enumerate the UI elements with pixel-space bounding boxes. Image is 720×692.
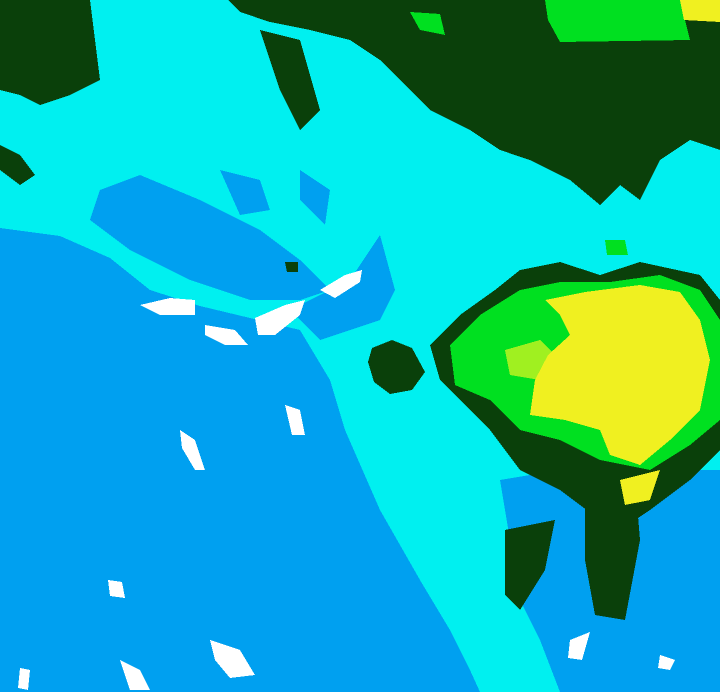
dark-green-region — [228, 0, 720, 205]
blue-region — [0, 228, 480, 692]
white-speck — [568, 632, 590, 660]
white-speck — [108, 580, 125, 598]
blue-streak — [90, 175, 330, 300]
white-speck — [320, 270, 362, 298]
white-speck — [658, 655, 675, 670]
yellow-region — [530, 285, 710, 465]
yellow-region — [680, 0, 720, 22]
green-patch — [605, 240, 628, 255]
dark-green-trail — [505, 520, 555, 610]
white-speck — [285, 405, 305, 435]
green-region — [545, 0, 690, 42]
white-speck — [18, 668, 30, 690]
blue-patch — [300, 170, 330, 225]
blue-patch — [220, 170, 270, 215]
green-region — [410, 12, 445, 35]
white-speck — [255, 300, 305, 335]
yellow-region — [620, 470, 660, 505]
dark-green-trail — [585, 480, 640, 620]
white-speck — [120, 660, 150, 690]
white-speck — [180, 430, 205, 470]
dark-green-patch — [285, 262, 298, 272]
white-specks — [18, 270, 675, 690]
white-speck — [205, 325, 248, 345]
dark-green-blob — [368, 340, 425, 394]
dark-green-region — [0, 145, 35, 185]
dark-green-region — [0, 0, 100, 105]
white-speck — [210, 640, 255, 678]
dark-green-region — [260, 30, 320, 130]
white-speck — [140, 298, 195, 315]
